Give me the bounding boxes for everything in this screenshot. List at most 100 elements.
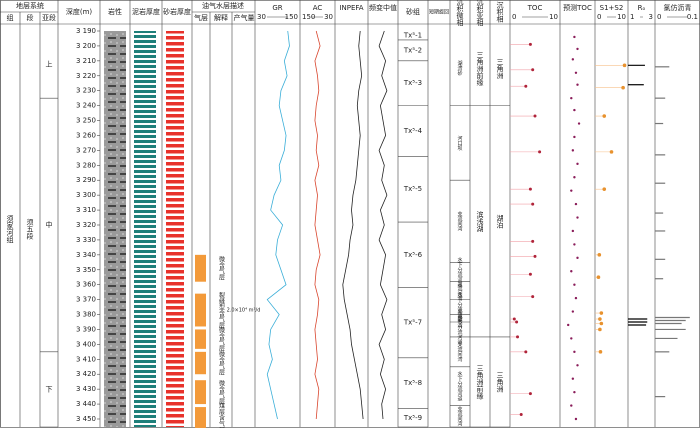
point: [599, 321, 604, 326]
point: [524, 84, 528, 88]
point: [573, 390, 576, 394]
depth-label: 3 310: [76, 206, 96, 214]
lithology: [104, 31, 126, 427]
point: [598, 317, 602, 321]
header: 地层系统 组 段 亚段 深度(m) 岩性 泥岩厚度 砂岩厚度 油气水层描述 气层…: [7, 0, 505, 27]
depth-label: 3 350: [76, 266, 96, 274]
point: [573, 108, 576, 112]
point: [531, 202, 535, 206]
point: [599, 311, 604, 315]
microfacies: 支流间湾: [457, 280, 463, 302]
header: 段: [27, 13, 34, 22]
depth-label: 3 320: [76, 221, 96, 229]
depth-label: 3 360: [76, 281, 96, 289]
depth-label: 3 260: [76, 131, 96, 139]
depth-label: 3 230: [76, 87, 96, 95]
point: [528, 392, 532, 396]
microfacies: 支流间湾: [457, 341, 463, 363]
gas-layer: [195, 380, 206, 405]
point: [576, 162, 579, 166]
mudstone: [134, 31, 156, 427]
point: [570, 189, 573, 192]
point: [596, 275, 601, 280]
sand-group: Tx⁵-7: [403, 319, 422, 327]
point: [571, 310, 575, 313]
scale-label: 150: [302, 13, 315, 21]
point: [538, 150, 542, 154]
scale-label: 0.1: [687, 13, 698, 21]
point: [574, 296, 578, 300]
depth-label: 3 290: [76, 176, 96, 184]
track-title: 预测TOC: [563, 3, 592, 12]
scale-label: 0: [597, 13, 601, 21]
point: [573, 135, 576, 139]
point: [574, 202, 578, 206]
depth-label: 3 300: [76, 191, 96, 199]
gas-layer: [195, 407, 206, 428]
sand-group: Tx⁵-6: [403, 251, 423, 259]
point: [573, 176, 576, 179]
point: [597, 253, 602, 257]
depth-label: 3 330: [76, 236, 96, 244]
point: [524, 350, 528, 354]
track-title: TOC: [527, 4, 543, 12]
header: 解释: [214, 13, 228, 22]
scale-label: 1: [630, 13, 634, 21]
track-title: INPEFA: [339, 4, 363, 12]
point: [598, 350, 603, 354]
subfacies: 滨浅湖: [476, 210, 484, 233]
microfacies: 水下分流河道: [457, 371, 463, 403]
point: [531, 68, 535, 72]
point: [528, 272, 532, 276]
subfacies: 三角洲前缘: [476, 51, 484, 86]
track-title: GR: [272, 4, 282, 12]
facies: 三角洲: [496, 58, 504, 79]
depth-label: 3 340: [76, 251, 96, 259]
gas-interpretation: 微含气层: [218, 256, 225, 282]
facies: 三角洲: [496, 371, 504, 392]
depth-label: 3 370: [76, 296, 96, 304]
curve: [314, 30, 321, 420]
point: [576, 83, 579, 86]
formation: 须家河组: [6, 214, 14, 243]
sand-group: Tx⁵-4: [403, 127, 423, 135]
facies: 湖泊: [496, 213, 504, 229]
track-title: Rₒ: [638, 4, 646, 12]
depth-label: 3 220: [76, 72, 96, 80]
depth-label: 3 240: [76, 102, 96, 110]
scale-label: 10: [549, 13, 558, 21]
depth-label: 3 190: [76, 27, 96, 35]
point: [576, 47, 579, 51]
depth-label: 3 380: [76, 311, 96, 319]
point: [531, 239, 535, 243]
point: [576, 216, 579, 219]
header: 产气量: [234, 13, 255, 22]
gas-interpretation: 微含气层: [218, 350, 225, 376]
curve: [266, 30, 290, 420]
point: [512, 317, 516, 321]
scale-label: 0: [657, 13, 661, 21]
header: 沉积微相: [456, 0, 464, 27]
point: [570, 404, 573, 407]
point: [567, 323, 570, 327]
point: [515, 320, 519, 324]
microfacies: 水下分流河道: [457, 256, 463, 288]
point: [573, 243, 576, 246]
sand-group: Tx⁵-5: [403, 185, 422, 193]
point: [533, 254, 537, 258]
header: 深度(m): [66, 7, 93, 16]
point: [571, 149, 575, 152]
depth-label: 3 430: [76, 385, 96, 393]
header: 沉积亚相: [476, 0, 484, 27]
point: [570, 96, 573, 100]
submember: 上: [46, 60, 53, 69]
track-title: 氯仿沥青: [664, 3, 692, 12]
point: [602, 187, 607, 191]
point: [531, 295, 535, 299]
header: 砂组: [406, 7, 420, 16]
point: [602, 114, 607, 118]
gas-interpretation: 微含气层: [218, 379, 225, 405]
member: 须五段: [26, 218, 34, 241]
microfacies: 河口坝: [457, 135, 463, 152]
gas-interpretation: 煤层含气层: [218, 402, 225, 428]
